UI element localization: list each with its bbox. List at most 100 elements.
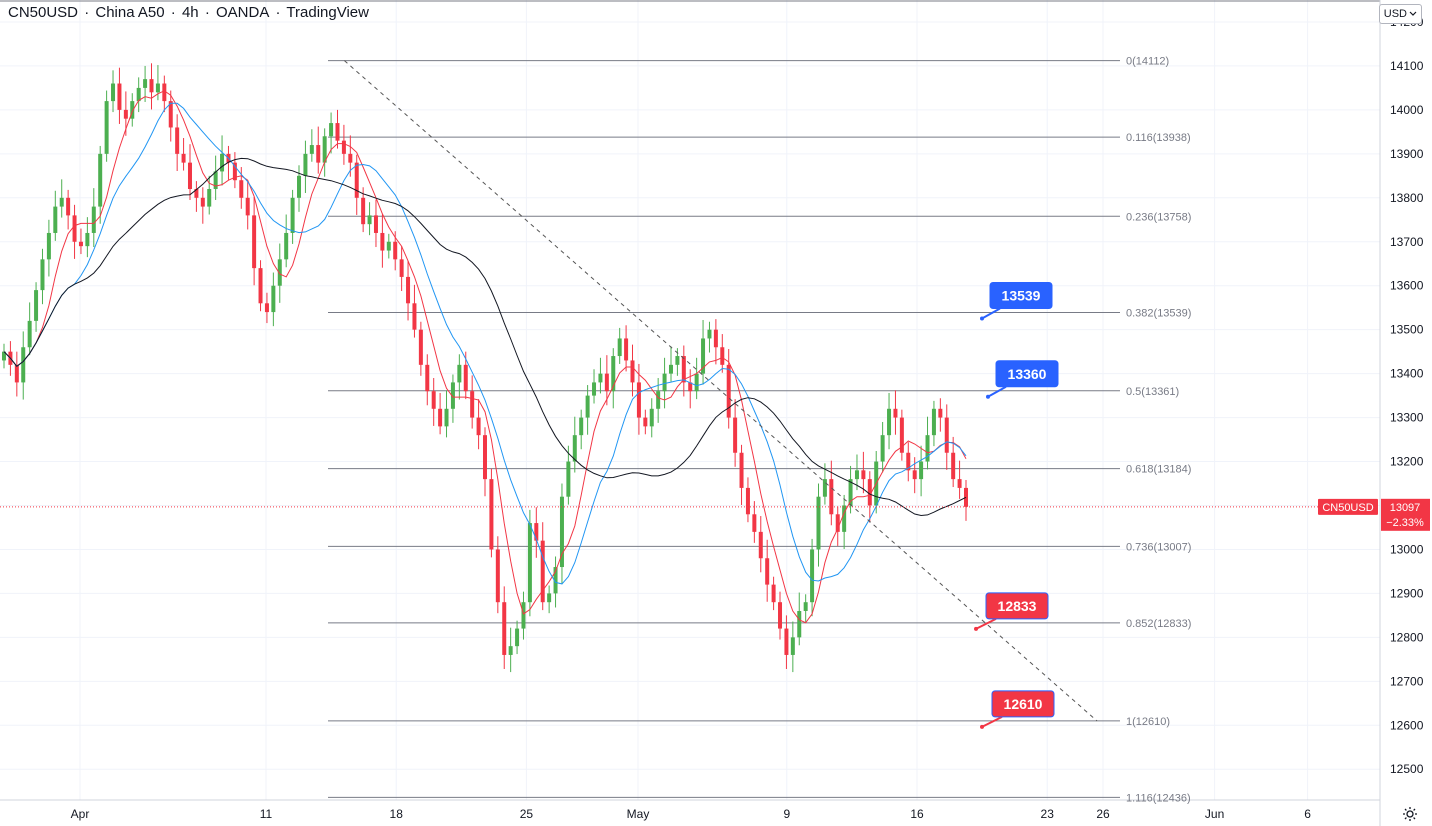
candle-body [322,136,327,163]
instrument-name: China A50 [95,4,165,21]
candle-body [938,408,943,418]
candle-body [803,602,808,611]
candles [2,63,968,673]
callout-anchor [986,394,990,399]
candle-body [649,408,654,427]
candle-body [842,505,847,532]
candle-body [604,373,609,392]
candle-body [957,479,962,488]
callout-pointer [981,715,1003,728]
candle-body [354,162,359,198]
y-tick-label: 12700 [1390,674,1424,688]
candle-body [662,373,667,392]
interval-label[interactable]: 4h [181,4,199,21]
platform-label: TradingView [286,4,369,21]
candle-body [502,602,507,655]
candle-body [694,373,699,392]
candle-body [797,610,802,638]
x-tick-label: Apr [71,807,90,821]
candle-body [919,461,924,480]
fib-level-label: 1.116(12436) [1126,792,1191,804]
candle-body [252,215,257,269]
candle-body [14,364,19,383]
candle-body [341,140,346,154]
title-separator: · [84,4,90,21]
candle-body [566,461,571,497]
candle-body [181,153,186,163]
x-tick-label: Jun [1205,807,1224,821]
candle-body [867,479,872,506]
price-callout: 13539 [980,282,1053,321]
y-tick-label: 13800 [1390,191,1424,205]
candle-body [457,364,462,383]
candle-body [470,391,475,418]
candle-body [899,417,904,453]
candle-body [521,602,526,629]
candle-body [784,628,789,655]
candle-body [765,558,770,585]
candle-body [887,408,892,436]
candle-body [848,479,853,506]
broker-label: OANDA [215,4,270,21]
candle-body [476,417,481,436]
candle-body [527,523,532,603]
callout-label: 13360 [1008,366,1047,382]
callout-label: 12833 [998,598,1037,614]
candle-body [450,382,455,409]
candle-body [277,259,282,286]
x-tick-label: May [627,807,650,821]
fib-level-label: 0.736(13007) [1126,541,1191,553]
candle-body [553,567,558,594]
candle-body [508,646,513,655]
candle-body [707,329,712,339]
candle-body [572,435,577,462]
title-separator: · [170,4,176,21]
candle-body [816,496,821,550]
candle-body [925,435,930,462]
price-axis-value: 13097 [1390,502,1421,514]
candle-body [630,360,635,383]
candle-body [220,153,225,172]
candle-body [213,171,218,190]
candle-body [361,197,366,225]
candle-body [906,452,911,471]
candle-body [239,180,244,198]
symbol-price-tag-label: CN50USD [1322,502,1373,514]
callout-pointer [975,617,997,630]
x-tick-label: 9 [783,807,790,821]
candle-body [547,593,552,603]
callout-anchor [980,724,984,729]
candle-body [592,382,597,396]
fibonacci-levels: 0(14112) 0.116(13938) 0.236(13758) 0.382(13… [328,56,1191,804]
x-tick-label: 18 [390,807,404,821]
callout-label: 13539 [1002,288,1041,304]
currency-selector[interactable]: USD [1378,4,1422,24]
candle-body [245,197,250,216]
candle-body [335,123,340,141]
currency-label: USD [1383,8,1407,20]
grid [0,0,1380,800]
callout-box [995,360,1059,388]
candle-body [72,215,77,242]
candle-body [534,523,539,541]
candle-body [348,153,353,163]
y-tick-label: 12800 [1390,630,1424,644]
candle-body [931,408,936,436]
x-tick-label: 23 [1041,807,1055,821]
candle-body [438,408,443,427]
candle-body [207,189,212,207]
gear-icon[interactable] [1402,806,1418,822]
fib-level-label: 0(14112) [1126,56,1169,68]
candle-body [835,514,840,532]
candle-body [951,452,956,480]
candle-body [483,435,487,480]
symbol-label[interactable]: CN50USD [8,4,79,21]
moving-average-mid [3,102,967,585]
callout-label: 12610 [1004,696,1043,712]
candle-body [46,232,51,260]
candle-body [739,452,744,488]
fib-level-label: 0.382(13539) [1126,308,1191,320]
y-tick-label: 13000 [1390,542,1424,556]
candle-body [290,197,295,233]
